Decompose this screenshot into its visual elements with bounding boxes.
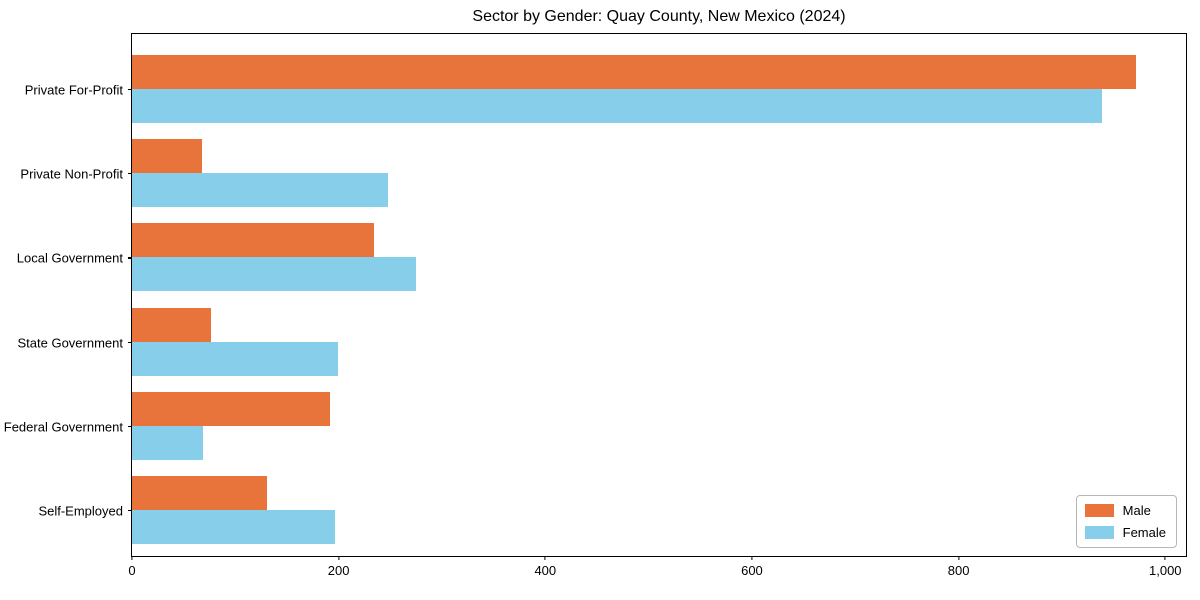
legend-swatch-female <box>1084 526 1114 539</box>
legend: Male Female <box>1075 495 1177 548</box>
bar-male <box>132 476 268 510</box>
x-tick-label: 200 <box>327 563 350 578</box>
legend-entry-female: Female <box>1084 525 1166 540</box>
y-tick-mark <box>128 257 132 259</box>
y-tick-label: Local Government <box>16 250 123 266</box>
legend-label-male: Male <box>1122 503 1151 518</box>
y-tick-label: State Government <box>17 335 124 351</box>
x-tick-label: 400 <box>534 563 557 578</box>
bar-female <box>132 341 338 376</box>
bar-male <box>132 307 211 342</box>
x-tick-mark <box>1164 556 1166 560</box>
x-tick-mark <box>958 556 960 560</box>
y-tick-label: Private For-Profit <box>24 82 123 98</box>
x-tick-mark <box>751 556 753 560</box>
y-tick-label: Self-Employed <box>38 503 123 519</box>
y-tick-mark <box>128 89 132 91</box>
x-tick-mark <box>131 556 133 560</box>
bar-female <box>132 510 335 544</box>
legend-label-female: Female <box>1122 525 1166 540</box>
x-tick-label: 0 <box>128 563 136 578</box>
y-tick-mark <box>128 173 132 175</box>
x-tick-mark <box>338 556 340 560</box>
bar-male <box>132 223 374 258</box>
bar-female <box>132 173 389 208</box>
y-tick-label: Private Non-Profit <box>20 166 123 182</box>
y-tick-mark <box>128 425 132 427</box>
x-tick-mark <box>544 556 546 560</box>
legend-entry-male: Male <box>1084 503 1166 518</box>
plot-area: Male Female Private For-Profit Private Non… <box>4 33 1187 578</box>
x-tick-label: 1,000 <box>1148 563 1182 578</box>
bar-male <box>132 55 1137 89</box>
y-tick-mark <box>128 341 132 343</box>
y-tick-label: Federal Government <box>3 419 123 435</box>
bar-female <box>132 89 1103 123</box>
legend-swatch-male <box>1084 504 1114 517</box>
chart-title: Sector by Gender: Quay County, New Mexic… <box>472 8 846 25</box>
bar-female <box>132 425 204 460</box>
bar-female <box>132 257 417 292</box>
x-tick-label: 800 <box>947 563 970 578</box>
y-tick-mark <box>128 510 132 512</box>
x-tick-label: 600 <box>741 563 763 578</box>
bar-male <box>132 139 203 174</box>
bar-male <box>132 391 331 426</box>
